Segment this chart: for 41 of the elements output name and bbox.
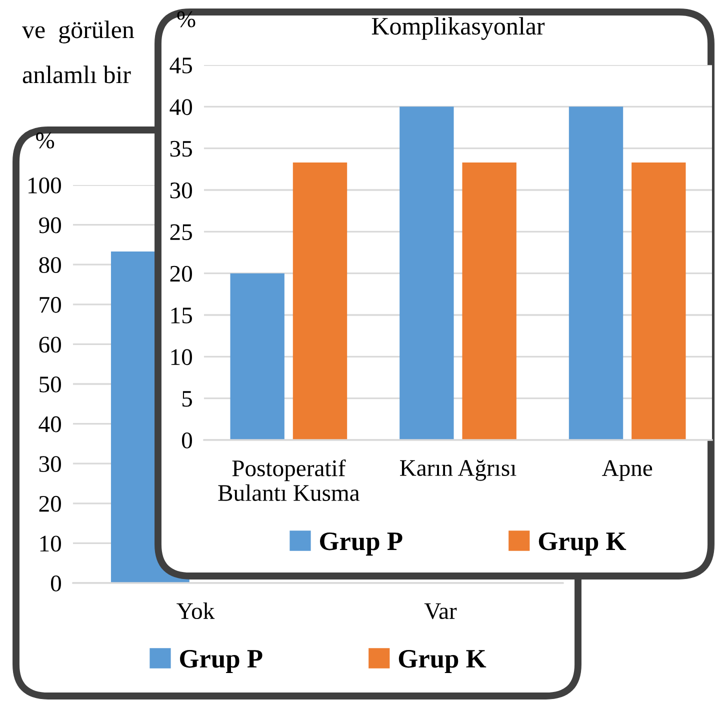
bar (462, 162, 516, 440)
chart-title: Komplikasyonlar (372, 17, 545, 40)
y-tick-label: 40 (38, 416, 61, 432)
y-tick-label: 45 (170, 58, 192, 74)
text: anlamlı bir (22, 66, 131, 84)
y-tick-label: 90 (39, 217, 61, 234)
legend-label: Grup K (398, 650, 486, 674)
y-tick-label: 0 (182, 432, 192, 448)
y-tick-label: 10 (40, 536, 61, 552)
y-tick-label: 25 (170, 224, 192, 240)
y-tick-label: 30 (39, 456, 61, 472)
y-tick-label: 15 (171, 308, 192, 324)
y-tick-label: 60 (39, 336, 61, 353)
bar (230, 273, 284, 440)
x-tick-label: Apne (602, 460, 652, 481)
y-tick-label: 20 (170, 266, 192, 282)
y-tick-label: 30 (170, 182, 192, 198)
legend-label: Grup K (538, 532, 626, 556)
y-axis-title: % (36, 132, 54, 148)
y-tick-label: 80 (39, 257, 61, 274)
y-tick-label: 40 (170, 99, 192, 116)
y-tick-label: 100 (28, 177, 61, 194)
y-tick-label: 50 (40, 376, 61, 392)
bar (400, 106, 454, 440)
x-tick-label: Yok (176, 602, 215, 620)
y-tick-label: 0 (50, 575, 61, 592)
legend-label: Grup P (320, 532, 402, 556)
x-tick-label: Postoperatif Bulantı Kusma (218, 459, 360, 501)
bar (292, 162, 348, 440)
legend-label: Grup P (180, 650, 262, 674)
y-tick-label: 20 (39, 496, 61, 512)
y-tick-label: 70 (40, 296, 61, 313)
text: ve görülen (22, 20, 134, 44)
y-tick-label: 10 (171, 349, 192, 366)
x-tick-label: Var (424, 603, 457, 620)
bar (568, 106, 624, 440)
y-tick-label: 35 (170, 140, 192, 157)
y-tick-label: 5 (182, 391, 192, 407)
y-axis-title: % (177, 11, 196, 28)
x-tick-label: Karın Ağrısı (400, 460, 516, 481)
bar (632, 162, 686, 440)
